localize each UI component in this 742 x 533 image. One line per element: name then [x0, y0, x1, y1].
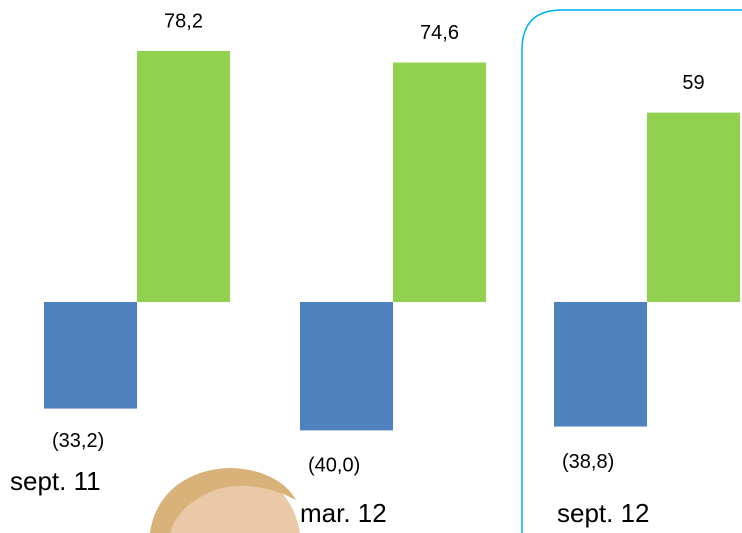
value-label: (40,0)	[308, 455, 360, 477]
category-label: sept. 12	[557, 498, 650, 528]
bar	[647, 113, 740, 302]
value-label: 59	[682, 72, 704, 94]
bar	[137, 51, 230, 302]
bar	[44, 302, 137, 409]
value-label: (38,8)	[562, 451, 614, 473]
photo	[150, 468, 300, 533]
category-label: sept. 11	[10, 466, 101, 496]
bar	[554, 302, 647, 427]
value-label: 78,2	[164, 10, 203, 32]
value-label: 74,6	[420, 22, 459, 44]
category-label: mar. 12	[300, 498, 387, 528]
bar	[300, 302, 393, 430]
value-label: (33,2)	[52, 430, 104, 452]
bar	[393, 63, 486, 302]
chart: (33,2) (40,0) (38,8) 78,2 74,6 59 sept. 11 mar.…	[0, 0, 742, 533]
